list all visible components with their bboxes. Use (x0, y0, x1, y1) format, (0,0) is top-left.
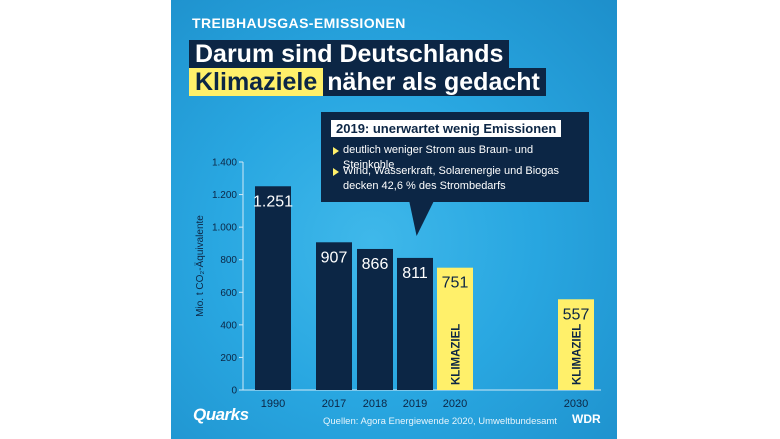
title-line-1: Darum sind Deutschlands (189, 39, 510, 69)
value-label: 866 (362, 256, 389, 273)
value-label: 1.251 (253, 193, 293, 210)
target-label: KLIMAZIEL (572, 324, 584, 385)
source-note: Quellen: Agora Energiewende 2020, Umwelt… (323, 416, 557, 427)
y-tick-label: 400 (220, 320, 237, 331)
y-tick-label: 200 (220, 353, 237, 364)
bar-chart: 0 200 400 600 800 1.000 1.200 1.400 Mio. t CO₂-Ä… (194, 158, 601, 410)
title-text-2: näher als gedacht (323, 68, 546, 96)
bar (357, 248, 393, 390)
callout-heading: 2019: unerwartet wenig Emissionen (331, 120, 562, 137)
y-tick-label: 1.400 (212, 158, 237, 169)
value-label: 907 (321, 249, 348, 266)
bar (255, 186, 291, 390)
x-tick-label: 2019 (403, 398, 427, 410)
value-label: 751 (442, 275, 469, 292)
bar (558, 299, 594, 390)
title-text-1: Darum sind Deutschlands (189, 40, 510, 68)
wdr-logo: WDR (572, 412, 601, 426)
x-tick-label: 1990 (261, 398, 285, 410)
y-tick-label: 1.200 (212, 190, 237, 201)
x-tick-label: 2018 (363, 398, 387, 410)
bar (316, 242, 352, 390)
value-label: 557 (563, 306, 590, 323)
y-axis-label: Mio. t CO₂-Äquivalente (194, 215, 206, 317)
callout-item: Wind, Wasserkraft, Solarenergie und Biog… (333, 164, 583, 194)
x-tick-label: 2017 (322, 398, 346, 410)
kicker: TREIBHAUSGAS-EMISSIONEN (192, 15, 406, 31)
y-tick-label: 0 (231, 386, 237, 397)
quarks-logo: Quarks (193, 405, 249, 424)
title-line-2: Klimaziele näher als gedacht (189, 67, 546, 97)
infographic-card: TREIBHAUSGAS-EMISSIONEN Darum sind Deuts… (171, 0, 617, 439)
bar (397, 257, 433, 390)
bar (437, 267, 473, 390)
callout-item: deutlich weniger Strom aus Braun- und St… (333, 143, 583, 173)
value-label: 811 (402, 265, 428, 282)
y-tick-label: 600 (220, 288, 237, 299)
y-tick-label: 800 (220, 255, 237, 266)
y-tick-label: 1.000 (212, 223, 237, 234)
x-tick-label: 2030 (564, 398, 588, 410)
callout-box: 2019: unerwartet wenig Emissionen deutli… (321, 112, 589, 202)
title-highlight: Klimaziele (189, 68, 324, 96)
x-tick-label: 2020 (443, 398, 467, 410)
target-label: KLIMAZIEL (451, 324, 463, 385)
